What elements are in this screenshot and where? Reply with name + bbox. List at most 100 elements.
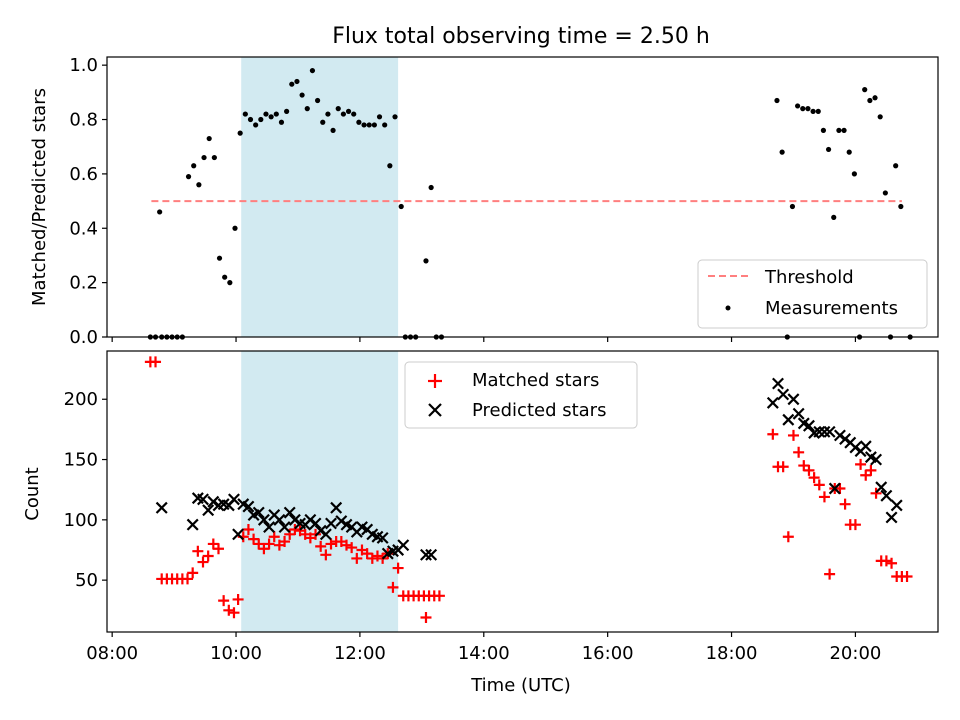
matched-point <box>793 446 805 458</box>
y-tick-label: 0.4 <box>69 218 98 239</box>
matched-point <box>232 593 244 605</box>
x-axis-label: Time (UTC) <box>470 675 571 696</box>
measurement-point <box>320 119 326 125</box>
matched-point <box>187 567 199 579</box>
counts-frame <box>106 350 939 633</box>
measurement-point <box>774 97 780 104</box>
counts-y-axis: 50 100 150 200 <box>64 389 107 591</box>
matched-point <box>242 523 254 535</box>
ratio-y-axis: 0.0 0.2 0.4 0.6 0.8 1.0 <box>69 55 107 348</box>
measurement-point <box>289 81 295 87</box>
measurement-point <box>258 116 264 123</box>
predicted-point <box>202 504 215 517</box>
y-tick-label: 150 <box>64 450 98 471</box>
x-tick-label: 08:00 <box>86 643 138 664</box>
predicted-point <box>818 425 831 438</box>
measurement-point <box>815 108 821 114</box>
measurement-point <box>376 114 383 120</box>
measurement-point <box>345 108 352 114</box>
x-tick-label: 16:00 <box>582 643 634 664</box>
measurement-point <box>227 280 233 286</box>
predicted-point <box>828 482 841 495</box>
legend-measurements-swatch <box>725 305 731 311</box>
matched-point <box>351 552 363 564</box>
matched-point <box>880 555 892 567</box>
matched-point <box>218 595 230 607</box>
matched-point <box>361 548 373 560</box>
predicted-point <box>263 521 276 534</box>
measurement-point <box>862 87 868 93</box>
matched-point <box>212 543 224 555</box>
x-tick-label: 20:00 <box>829 643 881 664</box>
predicted-point <box>859 440 872 453</box>
legend-threshold-label: Threshold <box>764 267 854 288</box>
measurement-point <box>263 111 269 117</box>
measurement-point <box>820 127 827 133</box>
matched-point <box>865 464 877 476</box>
predicted-point <box>777 388 790 401</box>
ratio-legend: Threshold Measurements <box>697 259 928 329</box>
measurement-point <box>330 127 336 133</box>
matched-point <box>315 540 327 552</box>
legend-predicted-label: Predicted stars <box>472 400 606 421</box>
matched-point <box>202 550 214 562</box>
predicted-point <box>885 511 898 524</box>
measurement-point <box>789 203 796 210</box>
matched-point <box>433 590 445 602</box>
ratio-legend-box <box>697 259 928 329</box>
predicted-point <box>880 489 893 502</box>
measurement-point <box>196 182 202 188</box>
predicted-point <box>330 501 343 514</box>
predicted-point <box>283 506 296 519</box>
measurement-point <box>810 108 816 114</box>
matched-point <box>182 573 194 585</box>
measurement-point <box>201 154 207 161</box>
predicted-point <box>890 499 903 512</box>
matched-point <box>824 568 836 580</box>
measurement-point <box>278 119 285 125</box>
measurement-point <box>191 163 197 169</box>
matched-point <box>387 581 399 593</box>
measurement-point <box>237 130 243 136</box>
matched-point <box>803 464 815 476</box>
predicted-point <box>823 425 836 438</box>
y-tick-label: 0.8 <box>69 110 98 131</box>
measurement-point <box>423 258 429 264</box>
x-tick-label: 10:00 <box>210 643 262 664</box>
matched-point <box>366 552 378 564</box>
measurement-point <box>340 111 346 117</box>
predicted-point <box>242 500 255 513</box>
measurement-point <box>851 171 857 177</box>
matched-point <box>320 549 332 561</box>
chart-title: Flux total observing time = 2.50 h <box>332 24 710 49</box>
measurement-point <box>779 149 785 155</box>
matched-point <box>192 545 204 557</box>
y-tick-label: 100 <box>64 510 98 531</box>
measurement-point <box>157 209 163 215</box>
y-tick-label: 0.6 <box>69 164 98 185</box>
matched-point <box>289 523 301 535</box>
matched-point <box>150 356 162 368</box>
predicted-point <box>766 396 779 409</box>
y-tick-label: 200 <box>64 389 98 410</box>
matched-point <box>855 458 867 470</box>
measurement-point <box>841 127 847 133</box>
predicted-point <box>772 377 784 390</box>
measurement-point <box>392 114 398 120</box>
measurement-point <box>242 111 248 117</box>
measurement-point <box>253 122 259 128</box>
measurement-point <box>304 106 310 112</box>
predicted-point <box>802 419 815 432</box>
measurement-point <box>361 122 367 128</box>
matched-point <box>258 543 270 555</box>
legend-measurements-label: Measurements <box>765 298 898 319</box>
measurement-point <box>898 203 904 210</box>
predicted-point <box>376 531 389 544</box>
measurement-point <box>398 203 404 210</box>
measurement-point <box>893 163 899 169</box>
measurement-point <box>877 114 883 120</box>
matched-point <box>392 562 404 574</box>
predicted-point <box>787 393 800 406</box>
matched-point <box>279 536 291 548</box>
measurement-point <box>795 103 801 109</box>
